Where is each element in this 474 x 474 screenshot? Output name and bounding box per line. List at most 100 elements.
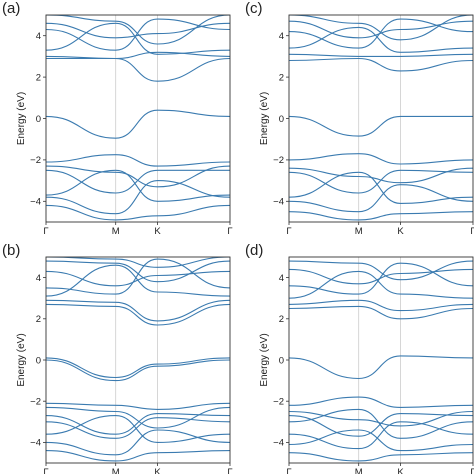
y-tick-label: 0 <box>36 355 41 366</box>
band-line <box>289 15 473 41</box>
x-tick-label: M <box>355 226 363 237</box>
panel-c: 4 2 0 −2 −4 Γ M K Γ Energy (eV) (c) <box>245 0 474 237</box>
band-line <box>289 413 473 437</box>
y-tick-label: −4 <box>30 197 41 208</box>
panel-a: 4 2 0 −2 −4 Γ M K Γ Energy (eV) (a) <box>2 0 233 237</box>
x-tick-label: K <box>397 467 404 474</box>
band-line <box>46 169 230 194</box>
y-tick-label: −4 <box>273 197 284 208</box>
x-tick-label: K <box>154 226 161 237</box>
band-line <box>289 421 473 450</box>
band-line <box>46 260 230 283</box>
band-line <box>46 415 230 443</box>
x-tick-label: M <box>355 467 363 474</box>
panel-b: 4 2 0 −2 −4 Γ M K Γ Energy (eV) (b) <box>2 242 233 474</box>
band-line <box>289 260 473 281</box>
y-tick-label: −4 <box>273 438 284 449</box>
band-line <box>46 258 230 295</box>
plot-frame <box>45 14 231 223</box>
band-line <box>46 257 230 268</box>
y-axis-title: Energy (eV) <box>16 333 27 386</box>
band-line <box>46 406 230 429</box>
band-line <box>46 165 230 188</box>
y-tick-label: 4 <box>36 273 41 284</box>
x-tick-label: Γ <box>470 467 474 474</box>
x-tick-label: M <box>112 226 120 237</box>
band-line <box>289 211 473 221</box>
y-axis-title: Energy (eV) <box>259 92 270 145</box>
x-tick-label: Γ <box>286 226 291 237</box>
panel-d: 4 2 0 −2 −4 Γ M K Γ Energy (eV) (d) <box>245 242 474 474</box>
y-tick-label: 4 <box>279 31 284 42</box>
x-tick-label: K <box>154 467 161 474</box>
x-tick-label: Γ <box>227 226 232 237</box>
y-tick-label: −2 <box>273 155 284 166</box>
y-tick-label: −2 <box>30 397 41 408</box>
band-line <box>46 357 230 379</box>
band-line <box>46 299 230 322</box>
y-tick-label: 4 <box>279 273 284 284</box>
band-line <box>46 204 230 221</box>
band-line <box>289 171 473 204</box>
band-line <box>289 396 473 408</box>
band-line <box>289 115 473 137</box>
band-line <box>289 355 473 380</box>
band-line <box>46 429 230 456</box>
y-tick-label: 0 <box>279 355 284 366</box>
band-line <box>46 264 230 297</box>
y-tick-label: 2 <box>279 72 284 83</box>
band-line <box>46 450 230 462</box>
band-line <box>289 429 473 452</box>
band-line <box>46 303 230 326</box>
band-line <box>46 402 230 410</box>
panel-letter: (a) <box>2 0 20 17</box>
band-line <box>289 270 473 299</box>
band-line <box>289 452 473 462</box>
band-line <box>289 184 473 213</box>
bands <box>46 15 230 221</box>
y-tick-label: 2 <box>36 314 41 325</box>
band-line <box>46 180 230 215</box>
band-line <box>289 305 473 320</box>
band-line <box>289 299 473 312</box>
band-line <box>46 15 230 45</box>
band-line <box>289 53 473 57</box>
y-tick-label: −2 <box>273 397 284 408</box>
x-tick-label: Γ <box>470 226 474 237</box>
y-tick-label: 4 <box>36 31 41 42</box>
band-line <box>289 20 473 39</box>
band-line <box>46 417 230 439</box>
x-tick-label: Γ <box>227 467 232 474</box>
x-tick-label: Γ <box>43 226 48 237</box>
x-tick-label: Γ <box>43 467 48 474</box>
band-line <box>46 169 230 202</box>
y-tick-label: 0 <box>279 114 284 125</box>
plot-frame <box>288 14 474 223</box>
bands <box>289 260 473 462</box>
band-line <box>46 18 230 51</box>
y-tick-label: 2 <box>279 314 284 325</box>
x-tick-label: K <box>397 226 404 237</box>
x-tick-label: M <box>112 467 120 474</box>
panel-letter: (c) <box>245 0 263 17</box>
panel-letter: (d) <box>245 242 263 259</box>
band-line <box>289 268 473 285</box>
band-line <box>289 262 473 295</box>
band-line <box>46 109 230 139</box>
y-tick-label: 0 <box>36 114 41 125</box>
band-line <box>46 154 230 167</box>
y-tick-label: −4 <box>30 438 41 449</box>
x-tick-label: Γ <box>286 467 291 474</box>
y-tick-label: 2 <box>36 72 41 83</box>
band-line <box>46 51 230 60</box>
band-line <box>46 270 230 287</box>
band-line <box>289 57 473 72</box>
panel-letter: (b) <box>2 242 20 259</box>
band-line <box>46 359 230 382</box>
y-tick-label: −2 <box>30 155 41 166</box>
band-line <box>289 169 473 194</box>
band-line <box>46 57 230 82</box>
y-axis-title: Energy (eV) <box>16 92 27 145</box>
bands <box>46 257 230 462</box>
